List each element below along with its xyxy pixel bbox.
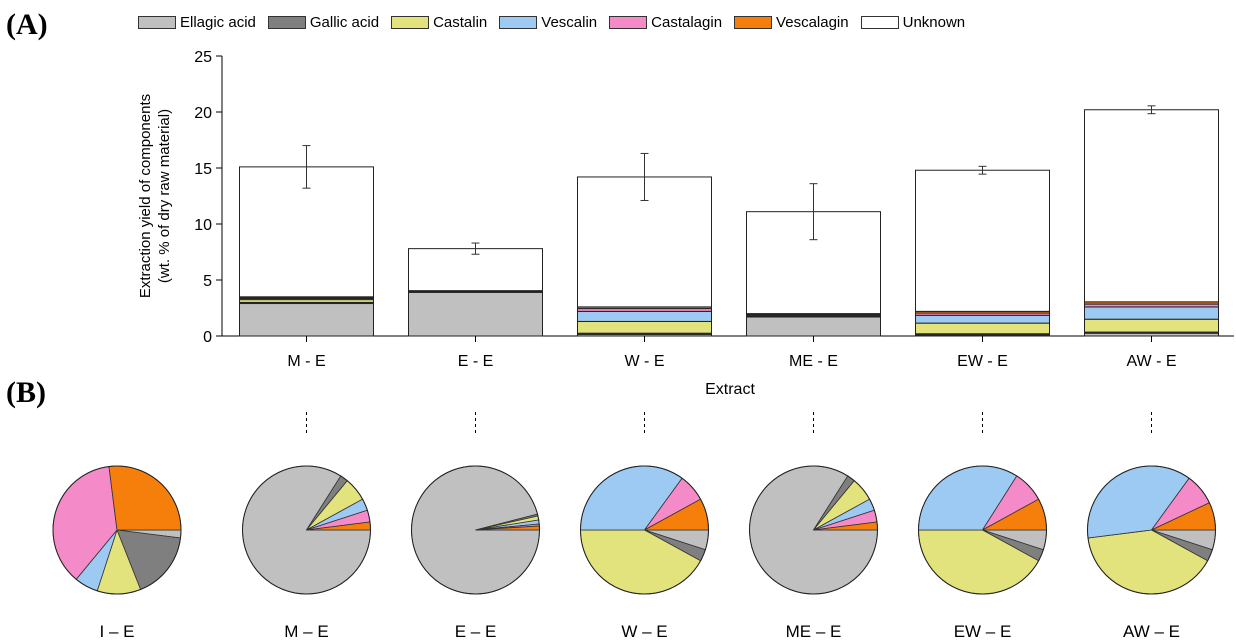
legend-item-ellagic-acid: Ellagic acid: [138, 14, 256, 31]
legend-swatch: [734, 16, 773, 29]
bar-vescalin-ew-e: [915, 314, 1050, 324]
pie-outline: [242, 465, 371, 595]
legend-item-vescalagin: Vescalagin: [734, 14, 849, 31]
x-tick-label: W - E: [625, 353, 665, 370]
legend-swatch: [267, 16, 306, 29]
legend-label: Castalagin: [651, 14, 723, 31]
legend-item-castalagin: Castalagin: [609, 14, 722, 31]
pie-label: E – E: [455, 622, 497, 641]
legend-label: Ellagic acid: [180, 14, 256, 31]
legend-item-vescalin: Vescalin: [499, 14, 597, 31]
y-tick-label: 15: [194, 161, 212, 178]
chart-legend: Ellagic acid Gallic acid Castalin Vescalin C…: [138, 14, 965, 31]
legend-swatch: [499, 16, 538, 29]
pie-outline: [749, 465, 878, 595]
legend-swatch: [609, 16, 648, 29]
bar-castalin-ew-e: [915, 322, 1050, 335]
legend-item-gallic-acid: Gallic acid: [267, 14, 380, 31]
y-axis-title: Extraction yield of components (wt. % of …: [137, 94, 173, 298]
legend-label: Vescalin: [541, 14, 598, 31]
pie-outline: [411, 465, 540, 595]
y-tick-label: 25: [194, 49, 212, 66]
x-tick-label: AW - E: [1126, 353, 1176, 370]
bar-unknown-aw-e: [1084, 109, 1219, 303]
pie-slice-vescalagin-i-e: [108, 465, 182, 531]
bar-vescalin-aw-e: [1084, 306, 1219, 320]
y-tick-label: 10: [194, 217, 212, 234]
legend-swatch: [860, 16, 899, 29]
bar-ellagic-acid-e-e: [408, 291, 543, 337]
pie-outline: [580, 465, 709, 595]
bar-castalin-w-e: [577, 320, 712, 334]
bar-unknown-ew-e: [915, 169, 1050, 312]
bar-vescalin-w-e: [577, 310, 712, 322]
legend-item-unknown: Unknown: [860, 14, 966, 31]
bar-ellagic-acid-m-e: [239, 303, 374, 337]
pie-outline: [1087, 465, 1216, 595]
bar-castalin-aw-e: [1084, 318, 1219, 333]
y-tick-label: 5: [203, 273, 212, 290]
y-tick-label: 0: [203, 329, 212, 346]
pie-label: W – E: [621, 622, 667, 641]
legend-item-castalin: Castalin: [391, 14, 487, 31]
pie-outline: [52, 465, 182, 595]
x-tick-label: EW - E: [957, 353, 1008, 370]
pie-label: ME – E: [786, 622, 842, 641]
panel-b-label: (B): [6, 376, 46, 409]
x-axis-title: Extract: [705, 381, 755, 398]
legend-swatch: [138, 16, 176, 29]
pie-outline: [918, 465, 1047, 595]
y-tick-label: 20: [194, 105, 212, 122]
bar-ellagic-acid-me-e: [746, 316, 881, 337]
legend-label: Unknown: [902, 14, 966, 31]
pie-label: I – E: [100, 622, 135, 641]
legend-label: Vescalagin: [776, 14, 849, 31]
pie-label: EW – E: [954, 622, 1012, 641]
legend-label: Gallic acid: [309, 14, 380, 31]
legend-swatch: [391, 16, 430, 29]
x-tick-label: M - E: [287, 353, 325, 370]
pie-label: M – E: [284, 622, 328, 641]
legend-label: Castalin: [433, 14, 488, 31]
x-tick-label: ME - E: [789, 353, 838, 370]
pie-label: AW – E: [1123, 622, 1180, 641]
x-tick-label: E - E: [458, 353, 494, 370]
bar-unknown-e-e: [408, 248, 543, 292]
panel-a-label: (A): [6, 8, 48, 41]
